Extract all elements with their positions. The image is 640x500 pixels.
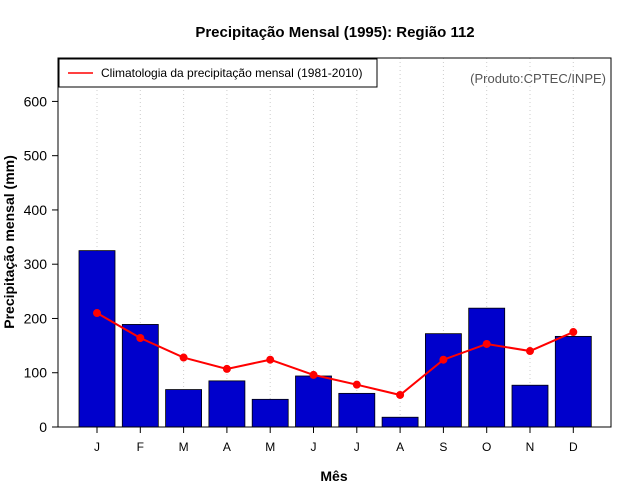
x-tick-label: N <box>526 440 535 454</box>
chart-title: Precipitação Mensal (1995): Região 112 <box>195 24 474 41</box>
y-tick-label: 500 <box>24 148 48 164</box>
bar <box>295 375 332 428</box>
y-tick-label: 200 <box>24 310 48 326</box>
y-tick-label: 400 <box>24 202 48 218</box>
x-tick-label: O <box>482 440 491 454</box>
x-tick-label: A <box>223 440 231 454</box>
bar <box>165 389 203 428</box>
legend: Climatologia da precipitação mensal (198… <box>58 58 378 88</box>
x-tick-label: A <box>396 440 404 454</box>
bar <box>468 307 506 428</box>
y-tick-label: 100 <box>24 365 48 381</box>
climatology-point <box>569 328 578 337</box>
bar <box>208 380 246 428</box>
x-tick-label: S <box>439 440 447 454</box>
x-tick-label: M <box>179 440 189 454</box>
bar <box>78 250 116 428</box>
bar <box>554 335 592 428</box>
y-axis-title: Precipitação mensal (mm) <box>1 155 17 329</box>
x-tick-label: J <box>354 440 360 454</box>
legend-entry-climatology: Climatologia da precipitação mensal (198… <box>101 66 362 80</box>
product-credit: (Produto:CPTEC/INPE) <box>470 71 606 86</box>
climatology-point <box>482 339 491 348</box>
vertical-gridlines <box>96 58 574 427</box>
climatology-point <box>136 334 145 343</box>
plot-frame <box>57 57 612 428</box>
climatology-point <box>309 370 318 379</box>
climatology-line-series <box>93 309 578 399</box>
legend-box <box>58 58 378 88</box>
bar-series <box>78 250 592 428</box>
y-tick-label: 300 <box>24 256 48 272</box>
bar <box>338 392 376 428</box>
climatology-line <box>96 312 574 397</box>
x-tick-label: D <box>569 440 578 454</box>
x-tick-label: J <box>311 440 317 454</box>
bar <box>251 398 289 428</box>
climatology-point <box>396 390 405 399</box>
bar <box>511 384 549 428</box>
climatology-point <box>222 364 231 373</box>
y-axis-ticks: 0 100 200 300 400 500 600 <box>24 93 58 435</box>
bar <box>424 333 462 428</box>
climatology-point <box>526 347 534 356</box>
x-tick-label: F <box>137 440 144 454</box>
climatology-point <box>93 309 101 318</box>
x-tick-label: J <box>94 440 100 454</box>
y-tick-label: 600 <box>24 93 48 109</box>
climatology-point <box>439 355 448 364</box>
x-tick-label: M <box>265 440 275 454</box>
bar <box>381 416 419 428</box>
y-tick-label: 0 <box>39 419 47 435</box>
climatology-point <box>266 355 275 364</box>
x-axis-title: Mês <box>320 468 347 484</box>
climatology-point <box>179 353 188 362</box>
climatology-point <box>352 380 361 389</box>
